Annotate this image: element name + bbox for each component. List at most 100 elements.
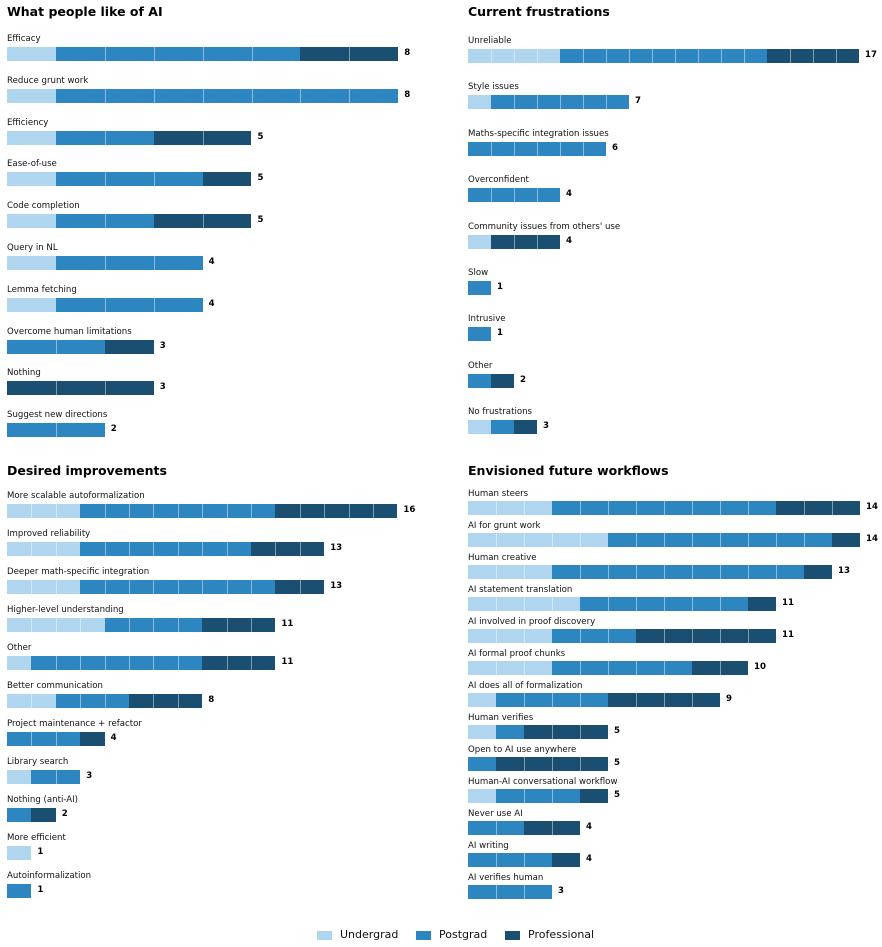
unit-divider: [177, 656, 179, 670]
unit-divider: [202, 130, 204, 145]
value-label: 7: [635, 96, 641, 107]
chart-title: What people like of AI: [7, 4, 163, 19]
category-label: Ease-of-use: [7, 159, 57, 170]
bar-segment-postgrad: [468, 885, 552, 899]
category-label: Maths-specific integration issues: [468, 128, 609, 139]
bar-segment-postgrad: [468, 188, 560, 203]
unit-divider: [324, 504, 326, 518]
bar-segment-undergrad: [7, 694, 56, 708]
unit-divider: [514, 234, 515, 249]
unit-divider: [202, 214, 204, 229]
value-label: 17: [865, 50, 877, 60]
unit-divider: [514, 141, 515, 156]
bar-segment-professional: [776, 501, 860, 515]
bar-segment-postgrad: [80, 580, 276, 594]
unit-divider: [514, 49, 515, 63]
unit-divider: [55, 770, 57, 784]
unit-divider: [31, 504, 33, 518]
category-label: Query in NL: [7, 243, 58, 253]
unit-divider: [80, 618, 82, 632]
category-label: More scalable autoformalization: [7, 491, 145, 501]
bar-segment-postgrad: [55, 256, 203, 270]
legend-swatch-postgrad: [416, 931, 431, 940]
category-label: Code completion: [7, 201, 80, 212]
unit-divider: [202, 580, 204, 594]
unit-divider: [836, 49, 837, 63]
bar-segment-postgrad: [55, 130, 154, 145]
category-label: Overcome human limitations: [7, 326, 132, 337]
bar-segment-postgrad: [55, 297, 203, 312]
unit-divider: [560, 95, 561, 110]
bar-segment-professional: [552, 853, 580, 867]
unit-divider: [804, 501, 805, 515]
category-label: Unreliable: [468, 36, 512, 46]
category-label: Overconfident: [468, 175, 529, 186]
unit-divider: [202, 88, 204, 103]
unit-divider: [832, 501, 833, 515]
category-label: AI involved in proof discovery: [468, 617, 596, 627]
unit-divider: [537, 95, 538, 110]
bar-segment-postgrad: [496, 693, 608, 707]
category-label: Other: [7, 643, 32, 653]
unit-divider: [55, 732, 57, 746]
unit-divider: [606, 95, 607, 110]
unit-divider: [31, 732, 33, 746]
value-label: 5: [257, 173, 264, 184]
bar-segment-professional: [153, 214, 252, 229]
value-label: 8: [404, 48, 411, 58]
bar-segment-undergrad: [468, 597, 580, 611]
unit-divider: [496, 597, 497, 611]
unit-divider: [104, 542, 106, 556]
unit-divider: [698, 49, 699, 63]
value-label: 5: [257, 131, 264, 142]
bar-segment-undergrad: [7, 214, 56, 229]
unit-divider: [226, 580, 228, 594]
chart-title: Envisioned future workflows: [468, 463, 669, 478]
value-label: 1: [497, 328, 503, 339]
category-label: Nothing (anti-AI): [7, 795, 79, 805]
bar-segment-undergrad: [468, 789, 496, 803]
unit-divider: [636, 565, 637, 579]
bar-segment-postgrad: [491, 95, 629, 110]
bar-segment-postgrad: [104, 618, 203, 632]
unit-divider: [721, 49, 722, 63]
unit-divider: [608, 565, 609, 579]
bar-segment-undergrad: [468, 420, 491, 435]
unit-divider: [104, 656, 106, 670]
unit-divider: [580, 629, 581, 643]
value-label: 1: [497, 282, 503, 292]
unit-divider: [251, 47, 253, 61]
unit-divider: [31, 542, 33, 556]
bar-segment-undergrad: [7, 172, 56, 187]
category-label: Slow: [468, 268, 489, 278]
unit-divider: [55, 339, 57, 354]
unit-divider: [552, 597, 553, 611]
bar-segment-postgrad: [552, 565, 804, 579]
unit-divider: [552, 533, 553, 547]
value-label: 4: [110, 733, 117, 743]
bar-segment-professional: [153, 130, 252, 145]
unit-divider: [664, 597, 665, 611]
bar-segment-postgrad: [560, 49, 767, 63]
value-label: 5: [614, 758, 620, 768]
unit-divider: [629, 49, 630, 63]
value-label: 6: [612, 142, 618, 153]
unit-divider: [636, 597, 637, 611]
value-label: 11: [782, 598, 794, 608]
value-label: 5: [614, 726, 620, 736]
unit-divider: [524, 789, 525, 803]
unit-divider: [80, 694, 82, 708]
unit-divider: [580, 565, 581, 579]
bar-segment-postgrad: [496, 789, 580, 803]
category-label: Autoinformalization: [7, 871, 92, 881]
unit-divider: [552, 693, 553, 707]
bar-segment-undergrad: [468, 725, 496, 739]
unit-divider: [524, 597, 525, 611]
bar-segment-postgrad: [7, 423, 105, 438]
unit-divider: [349, 47, 351, 61]
bar-segment-professional: [202, 172, 252, 187]
unit-divider: [748, 533, 749, 547]
bar-segment-professional: [491, 373, 514, 388]
unit-divider: [664, 565, 665, 579]
value-label: 4: [208, 257, 215, 267]
